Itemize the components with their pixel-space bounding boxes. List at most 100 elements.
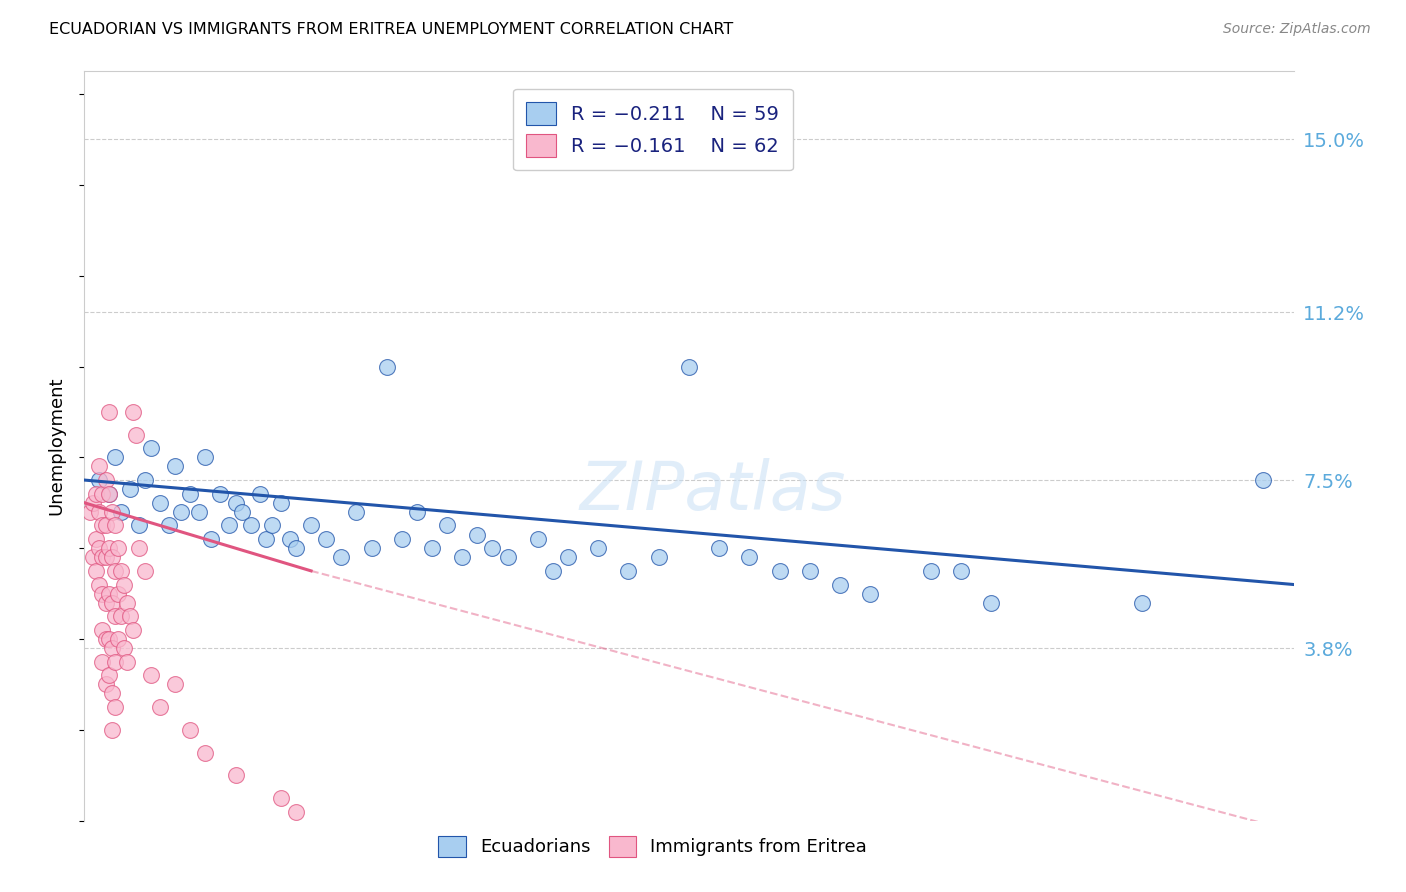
Point	[97, 541, 120, 556]
Point	[920, 564, 942, 578]
Point	[115, 655, 138, 669]
Point	[100, 505, 122, 519]
Point	[94, 550, 117, 565]
Point	[299, 518, 322, 533]
Legend: Ecuadorians, Immigrants from Eritrea: Ecuadorians, Immigrants from Eritrea	[432, 829, 875, 864]
Point	[225, 768, 247, 782]
Point	[94, 596, 117, 610]
Point	[89, 541, 111, 556]
Point	[278, 532, 301, 546]
Point	[188, 505, 211, 519]
Point	[270, 791, 292, 805]
Point	[89, 459, 111, 474]
Point	[1130, 596, 1153, 610]
Point	[285, 805, 308, 819]
Point	[115, 596, 138, 610]
Point	[104, 564, 127, 578]
Point	[149, 700, 172, 714]
Point	[496, 550, 519, 565]
Point	[218, 518, 240, 533]
Point	[94, 632, 117, 646]
Point	[467, 527, 489, 541]
Point	[406, 505, 429, 519]
Point	[260, 518, 283, 533]
Point	[436, 518, 458, 533]
Point	[200, 532, 222, 546]
Point	[110, 609, 132, 624]
Point	[97, 486, 120, 500]
Point	[104, 700, 127, 714]
Point	[100, 596, 122, 610]
Point	[79, 505, 101, 519]
Point	[94, 518, 117, 533]
Point	[738, 550, 761, 565]
Point	[86, 486, 108, 500]
Point	[110, 564, 132, 578]
Point	[139, 668, 162, 682]
Point	[285, 541, 308, 556]
Text: Source: ZipAtlas.com: Source: ZipAtlas.com	[1223, 22, 1371, 37]
Point	[194, 450, 217, 465]
Point	[100, 550, 122, 565]
Point	[799, 564, 821, 578]
Point	[179, 723, 201, 737]
Point	[107, 632, 129, 646]
Point	[709, 541, 731, 556]
Point	[1253, 473, 1275, 487]
Point	[97, 668, 120, 682]
Point	[481, 541, 503, 556]
Point	[165, 459, 187, 474]
Point	[91, 518, 114, 533]
Point	[588, 541, 610, 556]
Point	[209, 486, 232, 500]
Point	[107, 541, 129, 556]
Point	[346, 505, 368, 519]
Point	[157, 518, 180, 533]
Point	[830, 577, 852, 591]
Point	[249, 486, 271, 500]
Point	[94, 473, 117, 487]
Point	[149, 496, 172, 510]
Point	[125, 427, 148, 442]
Point	[315, 532, 337, 546]
Point	[541, 564, 564, 578]
Point	[91, 486, 114, 500]
Point	[980, 596, 1002, 610]
Point	[89, 473, 111, 487]
Point	[231, 505, 253, 519]
Point	[194, 746, 217, 760]
Point	[91, 623, 114, 637]
Point	[134, 473, 156, 487]
Point	[170, 505, 193, 519]
Point	[86, 532, 108, 546]
Point	[89, 577, 111, 591]
Point	[107, 586, 129, 600]
Point	[104, 655, 127, 669]
Point	[104, 518, 127, 533]
Point	[270, 496, 292, 510]
Point	[451, 550, 474, 565]
Point	[94, 677, 117, 691]
Point	[134, 564, 156, 578]
Text: ECUADORIAN VS IMMIGRANTS FROM ERITREA UNEMPLOYMENT CORRELATION CHART: ECUADORIAN VS IMMIGRANTS FROM ERITREA UN…	[49, 22, 734, 37]
Point	[678, 359, 700, 374]
Point	[165, 677, 187, 691]
Point	[100, 641, 122, 656]
Point	[330, 550, 353, 565]
Point	[391, 532, 413, 546]
Point	[104, 450, 127, 465]
Point	[118, 609, 141, 624]
Point	[128, 541, 150, 556]
Point	[97, 405, 120, 419]
Point	[527, 532, 550, 546]
Text: ZIPatlas: ZIPatlas	[579, 458, 846, 524]
Point	[112, 641, 135, 656]
Point	[420, 541, 443, 556]
Point	[360, 541, 382, 556]
Point	[769, 564, 792, 578]
Point	[100, 723, 122, 737]
Point	[82, 496, 104, 510]
Point	[91, 586, 114, 600]
Point	[82, 550, 104, 565]
Point	[97, 632, 120, 646]
